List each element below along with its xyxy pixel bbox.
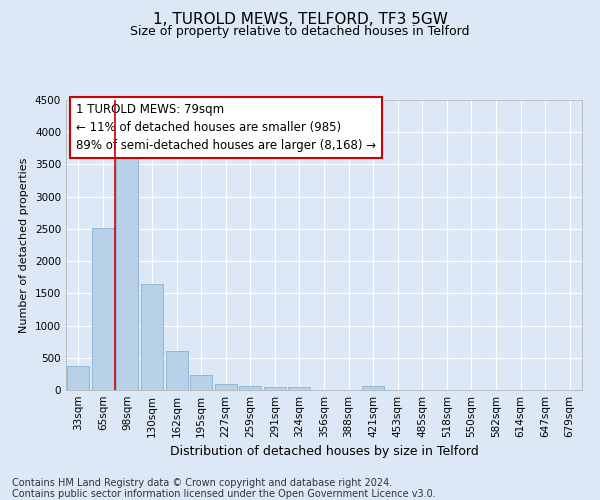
Bar: [166, 352, 188, 390]
Bar: [141, 284, 163, 390]
Bar: [116, 150, 139, 390]
Bar: [67, 366, 89, 390]
Bar: [264, 387, 286, 390]
Bar: [362, 386, 384, 390]
Bar: [215, 384, 237, 390]
Bar: [92, 228, 114, 390]
Bar: [239, 386, 262, 390]
Text: 1 TUROLD MEWS: 79sqm
← 11% of detached houses are smaller (985)
89% of semi-deta: 1 TUROLD MEWS: 79sqm ← 11% of detached h…: [76, 103, 376, 152]
Text: 1, TUROLD MEWS, TELFORD, TF3 5GW: 1, TUROLD MEWS, TELFORD, TF3 5GW: [152, 12, 448, 28]
Text: Contains HM Land Registry data © Crown copyright and database right 2024.
Contai: Contains HM Land Registry data © Crown c…: [12, 478, 436, 499]
Bar: [190, 374, 212, 390]
Bar: [289, 388, 310, 390]
X-axis label: Distribution of detached houses by size in Telford: Distribution of detached houses by size …: [170, 446, 478, 458]
Y-axis label: Number of detached properties: Number of detached properties: [19, 158, 29, 332]
Text: Size of property relative to detached houses in Telford: Size of property relative to detached ho…: [130, 25, 470, 38]
